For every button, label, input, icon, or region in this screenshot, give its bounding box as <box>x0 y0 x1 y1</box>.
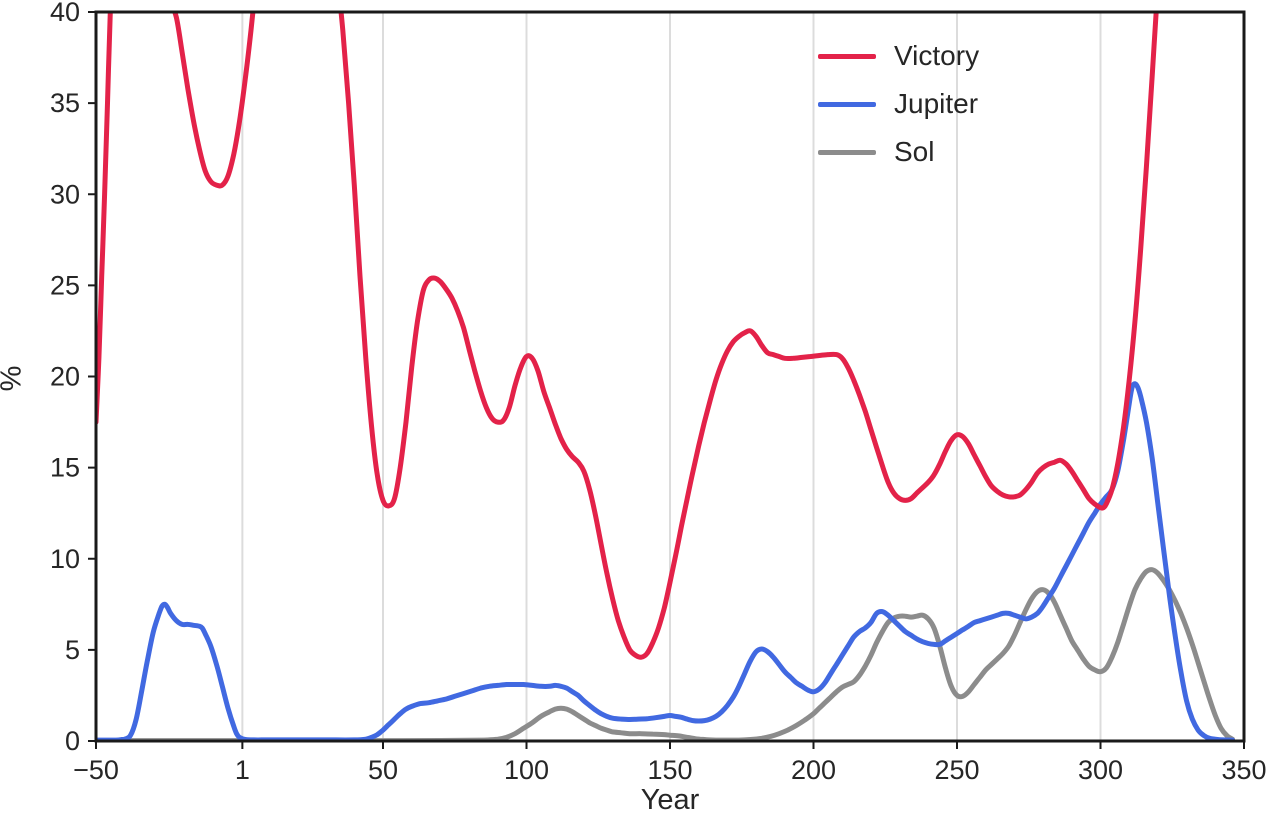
y-tick-label-20: 20 <box>50 362 80 392</box>
x-tick-label-350: 350 <box>1221 755 1266 785</box>
legend: Victory Jupiter Sol <box>818 32 979 176</box>
x-tick-label-300: 300 <box>1078 755 1123 785</box>
x-axis-title: Year <box>640 784 700 816</box>
legend-label-jupiter: Jupiter <box>894 88 979 119</box>
legend-label-victory: Victory <box>894 40 980 71</box>
y-tick-label-30: 30 <box>50 179 80 209</box>
x-tick-label-100: 100 <box>504 755 549 785</box>
y-tick-label-10: 10 <box>50 544 80 574</box>
series-line-victory <box>96 12 1159 660</box>
legend-label-sol: Sol <box>894 136 935 167</box>
legend-item-victory: Victory <box>818 32 979 80</box>
sol-line-swatch <box>818 149 876 155</box>
x-tick-label-150: 150 <box>647 755 692 785</box>
victory-line-swatch <box>818 53 876 59</box>
y-tick-label-35: 35 <box>50 88 80 118</box>
y-axis-title: % <box>0 309 29 449</box>
x-tick-label-1: 1 <box>235 755 250 785</box>
series-line-jupiter <box>96 381 1235 741</box>
y-tick-label-25: 25 <box>50 270 80 300</box>
plot-border <box>94 10 1246 743</box>
x-tick-label-200: 200 <box>791 755 836 785</box>
legend-item-jupiter: Jupiter <box>818 80 979 128</box>
x-tick-label-50: 50 <box>368 755 398 785</box>
y-tick-label-40: 40 <box>50 0 80 27</box>
y-tick-label-0: 0 <box>65 726 80 756</box>
y-tick-label-5: 5 <box>65 635 80 665</box>
x-tick-label-250: 250 <box>934 755 979 785</box>
jupiter-line-swatch <box>818 101 876 107</box>
x-tick-label--50: −50 <box>73 755 119 785</box>
legend-item-sol: Sol <box>818 128 979 176</box>
y-tick-label-15: 15 <box>50 453 80 483</box>
